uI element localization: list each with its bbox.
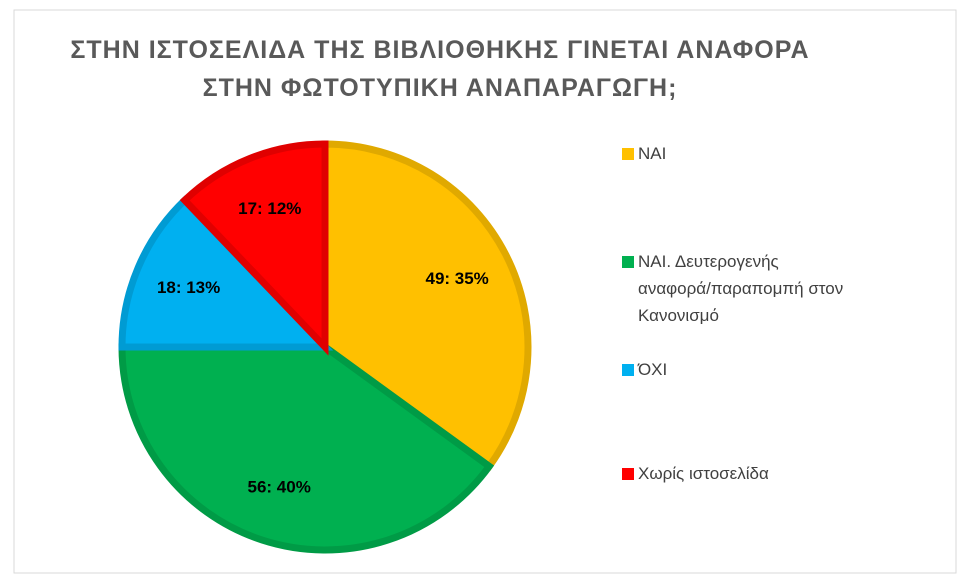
legend-label: ΝΑΙ — [638, 144, 667, 163]
legend-entry: ΌΧΙ — [622, 356, 667, 383]
legend-entry: ΝΑΙ — [622, 140, 666, 167]
legend-entry: Χωρίς ιστοσελίδα — [622, 460, 769, 487]
pie-slice — [321, 140, 532, 472]
pie-slice — [118, 343, 495, 554]
pie-slice — [118, 195, 334, 351]
data-label: 18: 13% — [157, 278, 220, 297]
legend-label: ΌΧΙ — [638, 360, 668, 379]
legend-label: Χωρίς ιστοσελίδα — [638, 464, 769, 483]
pie-slice — [179, 140, 329, 356]
legend-swatch — [622, 148, 634, 160]
legend-label: ΝΑΙ. Δευτερογενής αναφορά/παραπομπή στον… — [638, 252, 844, 325]
chart-title: ΣΤΗΝ ΦΩΤΟΤΥΠΙΚΗ ΑΝΑΠΑΡΑΓΩΓΗ; — [203, 74, 678, 102]
legend-swatch — [622, 256, 634, 268]
chart-frame — [13, 9, 957, 574]
data-label: 17: 12% — [238, 199, 301, 218]
data-label: 56: 40% — [248, 478, 311, 497]
chart-title: ΣΤΗΝ ΙΣΤΟΣΕΛΙΔΑ ΤΗΣ ΒΙΒΛΙΟΘΗΚΗΣ ΓΙΝΕΤΑΙ … — [70, 36, 809, 64]
legend-swatch — [622, 364, 634, 376]
legend-entry: ΝΑΙ. Δευτερογενής αναφορά/παραπομπή στον… — [622, 248, 852, 329]
legend-swatch — [622, 468, 634, 480]
data-label: 49: 35% — [425, 269, 488, 288]
